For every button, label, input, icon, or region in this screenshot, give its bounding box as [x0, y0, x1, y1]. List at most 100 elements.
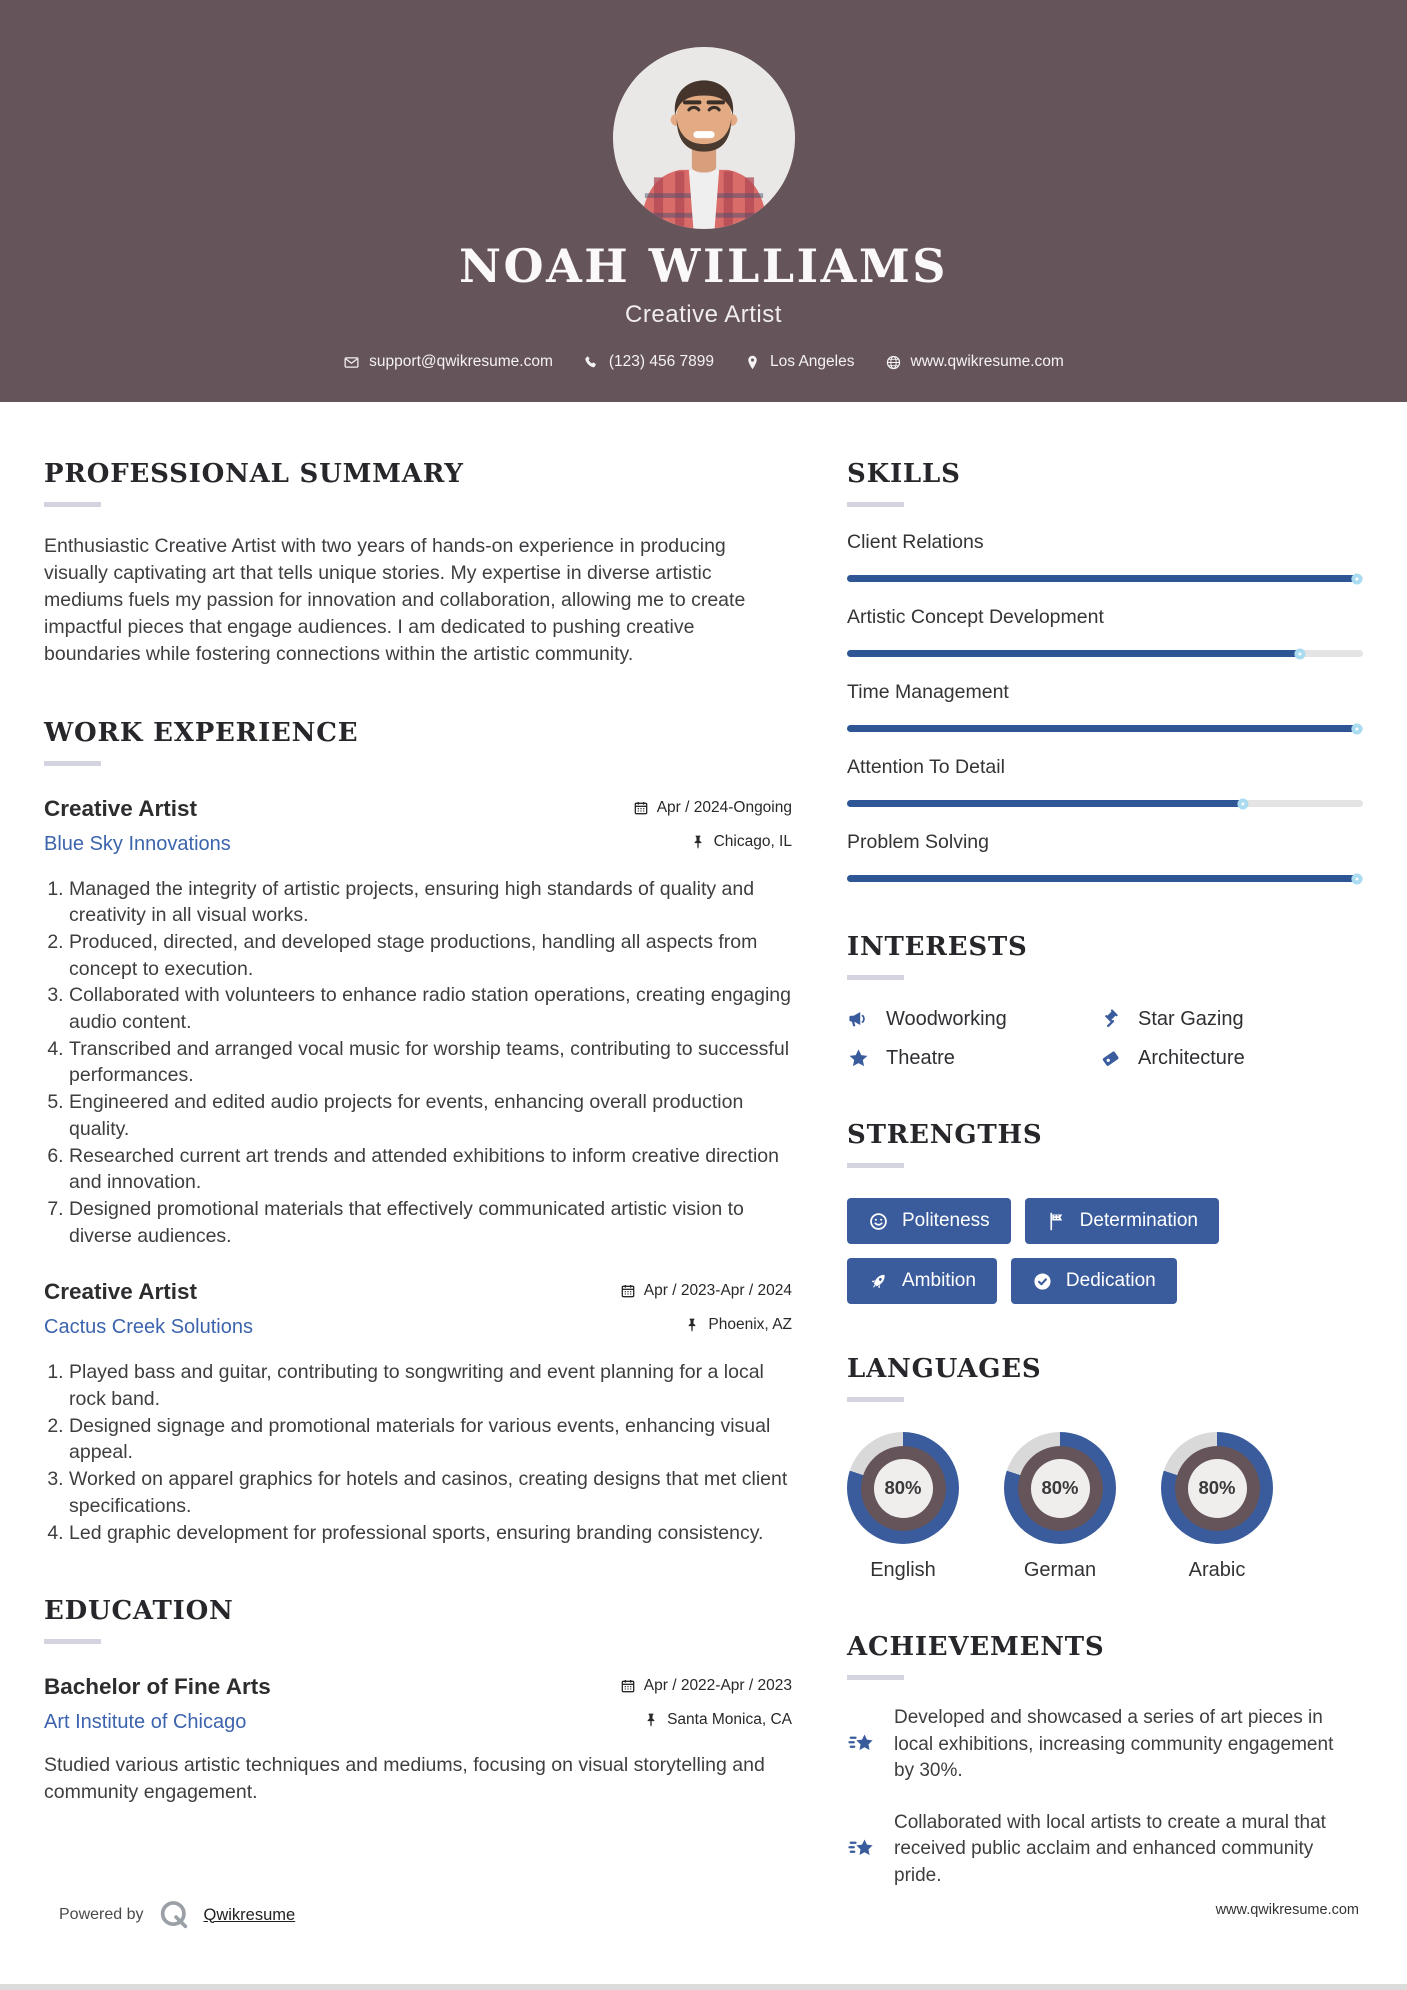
contact-item: support@qwikresume.com [343, 353, 553, 371]
heading-rule [44, 760, 101, 766]
skill-bar-knob[interactable] [1351, 723, 1363, 734]
profile-photo-illustration [612, 47, 795, 229]
language-percent: 80% [1187, 1458, 1247, 1518]
job-bullet: Collaborated with volunteers to enhance … [69, 982, 792, 1035]
achievement-item: Collaborated with local artists to creat… [847, 1810, 1363, 1890]
job-bullet: Played bass and guitar, contributing to … [69, 1359, 792, 1412]
gavel-icon [1099, 1008, 1122, 1031]
calendar-icon [633, 800, 649, 816]
skill-bar-knob[interactable] [1351, 873, 1363, 884]
achievements-section: ACHIEVEMENTS Developed and showcased a s… [847, 1632, 1363, 1890]
shooting-star-icon [847, 1705, 877, 1785]
strength-badge[interactable]: Politeness [847, 1198, 1011, 1244]
job-bullet: Led graphic development for professional… [69, 1520, 792, 1547]
company-link[interactable]: Cactus Creek Solutions [44, 1316, 253, 1339]
interests-heading: INTERESTS [847, 932, 1028, 962]
heading-rule [847, 1675, 904, 1680]
interest-item: Woodworking [847, 1008, 1099, 1031]
megaphone-icon [847, 1008, 870, 1031]
education-date-meta: Apr / 2022-Apr / 2023 [620, 1677, 792, 1695]
profile-photo [612, 47, 795, 229]
job-date-meta: Apr / 2023-Apr / 2024 [620, 1282, 792, 1300]
language-label: German [1023, 1559, 1097, 1581]
job-bullet: Engineered and edited audio projects for… [69, 1089, 792, 1142]
language-item: 80% Arabic [1161, 1432, 1273, 1582]
skills-list: Client Relations Artistic Concept Develop… [847, 531, 1363, 884]
check-circle-icon [1032, 1271, 1053, 1292]
skills-section: SKILLS Client Relations Artistic Concept … [847, 459, 1363, 884]
job-bullet: Produced, directed, and developed stage … [69, 929, 792, 982]
job-bullet: Worked on apparel graphics for hotels an… [69, 1466, 792, 1519]
languages-list: 80% English 80% German 80% Arabic [847, 1432, 1363, 1582]
skill-item: Client Relations [847, 531, 1363, 584]
job-title-row: Creative Artist Apr / 2023-Apr / 2024 [44, 1279, 792, 1305]
interest-label: Woodworking [886, 1008, 1007, 1030]
contact-item: Los Angeles [744, 353, 855, 371]
skill-label: Time Management [847, 681, 1009, 703]
heading-rule [847, 1397, 904, 1402]
job-entry: Creative Artist Apr / 2024-Ongoing Blue Sk… [44, 796, 792, 1250]
education-date: Apr / 2022-Apr / 2023 [643, 1677, 792, 1695]
company-link[interactable]: Blue Sky Innovations [44, 832, 231, 855]
language-percent: 80% [1030, 1458, 1090, 1518]
job-location-meta: Phoenix, AZ [684, 1316, 792, 1334]
job-bullet: Managed the integrity of artistic projec… [69, 876, 792, 929]
resume-body: PROFESSIONAL SUMMARY Enthusiastic Creati… [0, 402, 1407, 1890]
star-icon [847, 1047, 870, 1070]
tag-icon [1099, 1047, 1122, 1070]
job-title: Creative Artist [44, 1279, 197, 1305]
language-donut-chart: 80% [1004, 1432, 1116, 1544]
language-item: 80% English [847, 1432, 959, 1582]
calendar-icon [620, 1283, 636, 1299]
skill-bar-knob[interactable] [1351, 573, 1363, 584]
skill-bar-track [847, 798, 1363, 809]
achievements-heading: ACHIEVEMENTS [847, 1632, 1105, 1662]
strengths-list: Politeness Determination Ambition Dedicatio… [847, 1198, 1267, 1304]
strength-badge[interactable]: Dedication [1010, 1258, 1177, 1304]
pushpin-icon [690, 834, 706, 850]
job-location: Chicago, IL [713, 832, 792, 850]
achievement-text: Developed and showcased a series of art … [894, 1707, 1334, 1782]
strengths-heading: STRENGTHS [847, 1120, 1043, 1150]
job-bullet: Researched current art trends and attend… [69, 1143, 792, 1196]
job-location-meta: Chicago, IL [690, 833, 792, 851]
job-entry: Creative Artist Apr / 2023-Apr / 2024 Cact… [44, 1279, 792, 1546]
skill-bar-fill [847, 650, 1302, 657]
heading-rule [847, 1163, 904, 1168]
qwikresume-link[interactable]: Qwikresume [203, 1905, 296, 1924]
map-pin-icon [744, 354, 761, 371]
pushpin-icon [684, 1317, 700, 1333]
summary-text: Enthusiastic Creative Artist with two ye… [44, 535, 746, 665]
skill-bar-knob[interactable] [1294, 648, 1306, 659]
strength-badge[interactable]: Determination [1024, 1198, 1219, 1244]
education-heading: EDUCATION [44, 1596, 234, 1627]
interest-label: Star Gazing [1138, 1008, 1244, 1030]
person-name: NOAH WILLIAMS [459, 239, 948, 293]
education-entry: Bachelor of Fine Arts Apr / 2022-Apr / 2… [44, 1674, 792, 1806]
donut-inner-ring: 80% [1017, 1445, 1103, 1531]
heading-rule [847, 975, 904, 980]
skill-label: Artistic Concept Development [847, 606, 1104, 628]
strength-badge[interactable]: Ambition [847, 1258, 997, 1304]
education-location: Santa Monica, CA [667, 1711, 792, 1729]
page-bottom-edge [0, 1984, 1407, 1990]
skill-bar-fill [847, 575, 1358, 582]
skill-bar-knob[interactable] [1237, 798, 1249, 809]
interest-item: Star Gazing [1099, 1008, 1363, 1031]
school-link[interactable]: Art Institute of Chicago [44, 1711, 247, 1734]
interests-list: Woodworking Star Gazing Theatre Architectur… [847, 1008, 1363, 1070]
degree-title: Bachelor of Fine Arts [44, 1674, 271, 1700]
job-bullet: Designed promotional materials that effe… [69, 1196, 792, 1249]
qwikresume-logo-icon [157, 1898, 191, 1932]
strength-label: Politeness [902, 1210, 990, 1231]
skill-bar-track [847, 873, 1363, 884]
contact-item: (123) 456 7899 [583, 353, 714, 371]
achievements-list: Developed and showcased a series of art … [847, 1705, 1363, 1890]
skill-item: Attention To Detail [847, 756, 1363, 809]
language-label: English [870, 1559, 936, 1581]
language-item: 80% German [1004, 1432, 1116, 1582]
strengths-section: STRENGTHS Politeness Determination Ambitio… [847, 1120, 1363, 1304]
languages-heading: LANGUAGES [847, 1354, 1042, 1384]
powered-by-label: Powered by [59, 1906, 144, 1923]
heading-rule [44, 502, 101, 507]
